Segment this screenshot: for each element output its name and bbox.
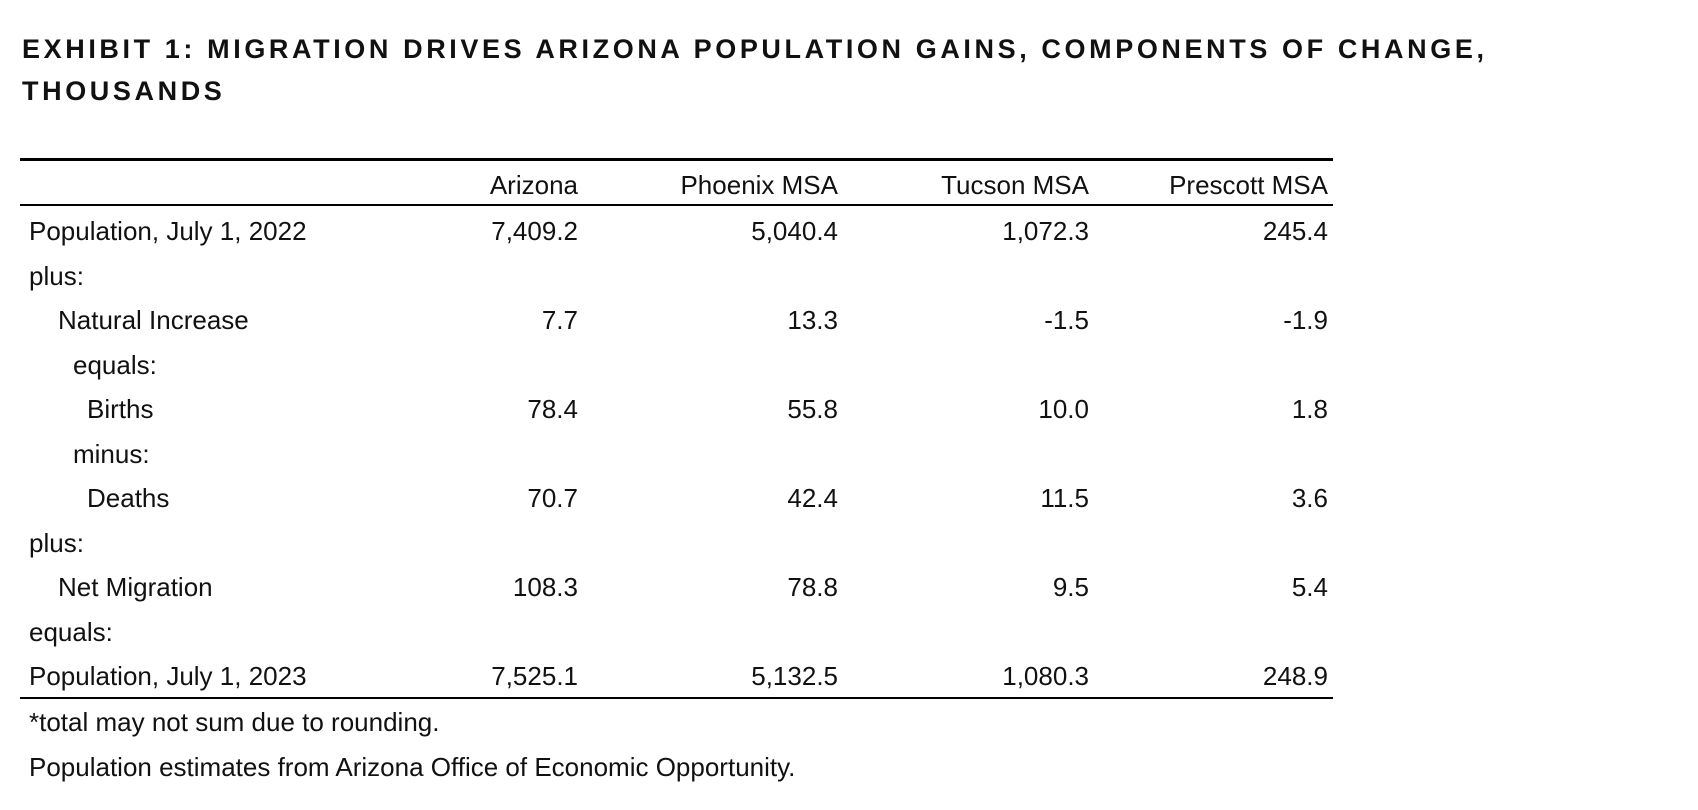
cell-value: 7.7 xyxy=(541,305,578,335)
cell-value: 7,525.1 xyxy=(491,661,578,691)
row-label: plus: xyxy=(29,260,84,291)
footnote: Population estimates from Arizona Office… xyxy=(29,752,796,782)
cell-value: -1.5 xyxy=(1044,305,1089,335)
cell-value: 55.8 xyxy=(787,394,838,424)
cell-value: 78.8 xyxy=(787,572,838,602)
cell-value: 1,072.3 xyxy=(1002,216,1089,246)
row-label: Births xyxy=(87,394,154,424)
cell-value: 7,409.2 xyxy=(491,216,578,246)
cell-value: 1,080.3 xyxy=(1002,661,1089,691)
footnote: *total may not sum due to rounding. xyxy=(29,707,440,737)
column-header: Arizona xyxy=(489,170,578,200)
cell-value: 245.4 xyxy=(1262,216,1328,246)
cell-value: 10.0 xyxy=(1038,394,1089,424)
cell-value: 3.6 xyxy=(1291,483,1328,513)
header-rule xyxy=(20,204,1333,206)
cell-value: 5,040.4 xyxy=(751,216,838,246)
row-label: equals: xyxy=(73,349,157,380)
row-label: Net Migration xyxy=(58,572,213,602)
column-header: Tucson MSA xyxy=(941,170,1089,200)
row-label: Deaths xyxy=(87,483,170,513)
cell-value: 1.8 xyxy=(1291,394,1328,424)
cell-value: 108.3 xyxy=(512,572,578,602)
cell-value: -1.9 xyxy=(1283,305,1328,335)
cell-value: 78.4 xyxy=(527,394,578,424)
cell-value: 42.4 xyxy=(787,483,838,513)
row-label: Population, July 1, 2023 xyxy=(29,661,307,691)
cell-value: 11.5 xyxy=(1040,483,1089,513)
title: EXHIBIT 1: MIGRATION DRIVES ARIZONA POPU… xyxy=(22,34,1488,106)
row-label: Population, July 1, 2022 xyxy=(29,216,307,246)
bottom-rule xyxy=(20,697,1333,699)
cell-value: 9.5 xyxy=(1052,572,1089,602)
cell-value: 248.9 xyxy=(1262,661,1328,691)
cell-value: 13.3 xyxy=(787,305,838,335)
top-rule xyxy=(20,158,1333,161)
row-label: Natural Increase xyxy=(58,305,249,335)
column-header: Phoenix MSA xyxy=(680,170,838,200)
cell-value: 70.7 xyxy=(527,483,578,513)
row-label: equals: xyxy=(29,616,113,647)
column-header: Prescott MSA xyxy=(1169,170,1328,200)
cell-value: 5.4 xyxy=(1291,572,1328,602)
cell-value: 5,132.5 xyxy=(751,661,838,691)
row-label: plus: xyxy=(29,527,84,558)
row-label: minus: xyxy=(73,438,150,469)
